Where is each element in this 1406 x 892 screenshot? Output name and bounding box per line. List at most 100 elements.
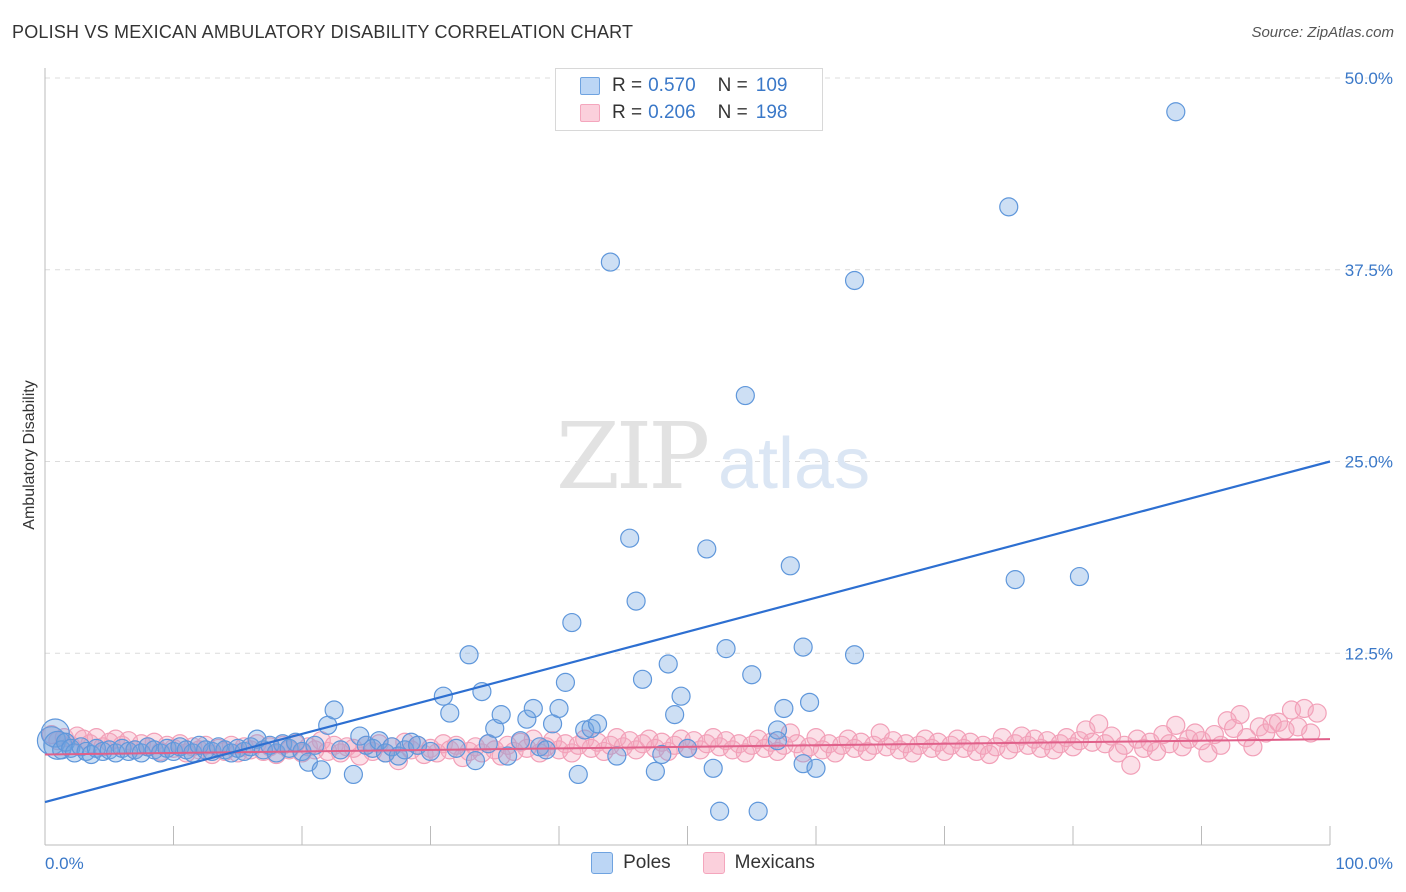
mexicans-point — [1268, 712, 1289, 732]
tick-labels: 12.5% 25.0% 37.5% 50.0% 0.0% 100.0% — [45, 69, 1393, 873]
mexicans-point — [825, 743, 845, 763]
poles-point — [510, 731, 531, 751]
chart-title: POLISH VS MEXICAN AMBULATORY DISABILITY … — [12, 22, 634, 42]
poles-point — [710, 801, 730, 821]
mexicans-trend-line — [44, 738, 1331, 756]
legend-r-value: 0.206 — [648, 102, 696, 123]
y-axis-title: Ambulatory Disability — [21, 380, 38, 529]
poles-point — [607, 746, 627, 766]
mexicans-point — [1089, 714, 1109, 734]
poles-point — [40, 718, 70, 748]
y-tick-label: 50.0% — [1345, 69, 1393, 88]
poles-point — [844, 645, 865, 665]
poles-point — [780, 556, 800, 576]
grid-lines — [45, 77, 1392, 654]
y-tick-label: 12.5% — [1345, 644, 1393, 663]
poles-point — [536, 740, 556, 760]
legend-label-mexicans: Mexicans — [734, 852, 815, 873]
mexicans-point — [1294, 698, 1314, 719]
poles-point — [645, 761, 665, 781]
poles-point — [1166, 102, 1186, 122]
poles-point — [806, 758, 826, 778]
poles-point — [549, 698, 569, 719]
poles-swatch-icon — [591, 852, 614, 874]
mexicans-point — [491, 746, 511, 766]
poles-point — [363, 738, 383, 758]
mexicans-point — [1121, 755, 1141, 775]
poles-point — [440, 703, 460, 723]
poles-point — [1069, 566, 1090, 587]
poles-point — [774, 698, 794, 719]
poles-point — [999, 197, 1019, 217]
mexicans-point — [979, 744, 1000, 765]
mexicans-point — [1172, 737, 1192, 757]
series-legend: Poles Mexicans — [0, 852, 1406, 874]
mexicans-point — [1243, 737, 1263, 757]
mexicans-point — [1307, 703, 1327, 723]
poles-swatch-icon — [580, 77, 600, 95]
mexicans-point — [1301, 723, 1321, 743]
poles-point — [420, 741, 441, 762]
poles-point — [658, 654, 678, 674]
poles-point — [311, 760, 331, 780]
poles-point — [671, 686, 691, 706]
legend-item-poles: Poles — [591, 852, 671, 874]
poles-point — [799, 692, 820, 712]
poles-point — [343, 764, 363, 785]
legend-n-value: 109 — [755, 75, 788, 96]
mexicans-point — [735, 743, 755, 763]
y-tick-label: 25.0% — [1345, 453, 1393, 472]
poles-point — [305, 735, 325, 755]
poles-point — [523, 698, 543, 719]
poles-point — [735, 385, 755, 406]
poles-point — [620, 528, 640, 548]
poles-point — [665, 705, 685, 725]
legend-row-mexicans: R = 0.206 N = 198 — [580, 100, 787, 126]
mexicans-point — [1204, 724, 1224, 745]
poles-point — [793, 637, 813, 657]
watermark-atlas: atlas — [718, 424, 870, 504]
watermark-zip: ZIP — [556, 403, 707, 510]
legend-r-label: R = — [612, 102, 643, 123]
legend-r-value: 0.570 — [648, 75, 696, 96]
poles-point — [677, 738, 698, 758]
poles-point — [697, 539, 717, 559]
poles-point — [767, 731, 788, 751]
watermark: ZIP atlas — [556, 403, 870, 510]
mexicans-point — [1185, 723, 1205, 743]
poles-point — [498, 746, 518, 766]
poles-points — [36, 102, 1186, 821]
legend-label-poles: Poles — [623, 852, 671, 873]
poles-point — [742, 665, 762, 685]
poles-point — [600, 252, 621, 272]
poles-point — [517, 709, 537, 729]
poles-point — [793, 754, 813, 774]
trend-lines — [44, 460, 1331, 804]
legend-r-label: R = — [612, 75, 643, 96]
legend-n-label: N = — [717, 102, 748, 123]
y-tick-label: 37.5% — [1345, 261, 1393, 280]
mexicans-points — [41, 698, 1327, 775]
legend-row-poles: R = 0.570 N = 109 — [580, 73, 787, 99]
poles-point — [491, 705, 511, 725]
poles-trend-line — [44, 460, 1331, 804]
poles-point — [555, 672, 576, 692]
poles-point — [587, 714, 608, 734]
mexicans-point — [1166, 715, 1186, 735]
mexicans-point — [1211, 735, 1231, 755]
poles-point — [1005, 570, 1025, 590]
axes — [44, 68, 1331, 846]
poles-point — [562, 612, 582, 633]
mexicans-swatch-icon — [580, 104, 600, 122]
mexicans-swatch-icon — [702, 852, 725, 874]
mexicans-point — [1108, 743, 1128, 763]
poles-point — [465, 751, 486, 771]
source-label: Source: ZipAtlas.com — [1251, 24, 1394, 41]
poles-point — [626, 591, 646, 611]
legend-n-label: N = — [717, 75, 748, 96]
poles-point — [459, 645, 479, 665]
poles-point — [324, 700, 344, 720]
poles-point — [844, 270, 865, 291]
mexicans-point — [1230, 705, 1250, 725]
